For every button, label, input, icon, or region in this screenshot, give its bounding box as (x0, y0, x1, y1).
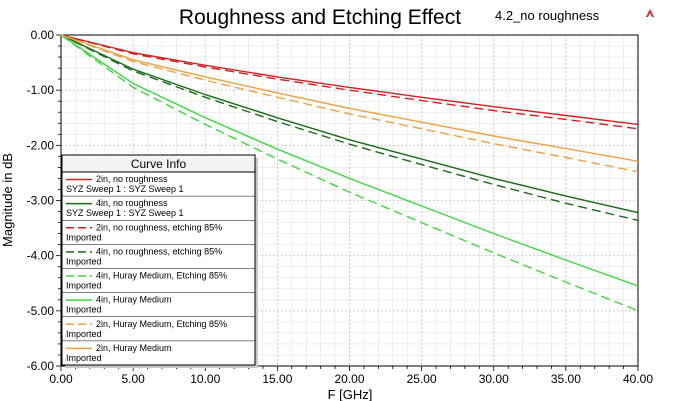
legend-series-source: Imported (66, 232, 102, 242)
series-line[interactable] (60, 34, 639, 222)
legend-box (61, 154, 256, 366)
chart-title: Roughness and Etching Effect (179, 6, 461, 29)
legend-series-name: 2in, Huray Medium (96, 343, 172, 353)
series-line[interactable] (60, 34, 639, 287)
x-axis-label: F [GHz] (328, 387, 373, 401)
legend-title: Curve Info (131, 157, 187, 171)
x-tick-label: 35.00 (551, 372, 581, 386)
x-tick-label: 30.00 (479, 372, 509, 386)
legend-series-source: Imported (66, 281, 102, 291)
x-tick-labels: 0.00 5.00 10.00 15.00 20.00 25.00 30.00 35.00 40… (49, 372, 653, 386)
x-tick-label: 5.00 (121, 372, 145, 386)
legend-series-source: SYZ Sweep 1 : SYZ Sweep 1 (66, 184, 184, 194)
project-label: 4.2_no roughness (495, 8, 600, 23)
series-line[interactable] (60, 34, 639, 126)
y-tick-label: 0.00 (31, 28, 55, 42)
y-axis-label: Magnitude in dB (0, 153, 15, 247)
y-tick-label: -1.00 (27, 83, 55, 97)
legend-series-source: Imported (66, 353, 102, 363)
legend-series-name: 4in, no roughness (96, 198, 168, 208)
x-tick-label: 25.00 (407, 372, 437, 386)
legend-series-name: 4in, no roughness, etching 85% (96, 246, 222, 256)
y-tick-label: -2.00 (27, 138, 55, 152)
series-lines (60, 34, 639, 312)
legend-series-source: Imported (66, 305, 102, 315)
series-line[interactable] (60, 34, 639, 173)
y-tick-labels: 0.00 -1.00 -2.00 -3.00 -4.00 -5.00 -6.00 (27, 28, 55, 373)
legend-entry[interactable]: 2in, Huray Medium, Etching 85%Imported (62, 319, 255, 342)
legend-series-name: 4in, Huray Medium (96, 295, 172, 305)
ansys-logo-icon (646, 9, 654, 17)
legend-entry[interactable]: 4in, no roughness, etching 85%Imported (62, 246, 255, 269)
x-tick-label: 10.00 (190, 372, 220, 386)
legend-series-name: 2in, no roughness, etching 85% (96, 222, 222, 232)
series-line[interactable] (60, 34, 639, 130)
y-tick-label: -5.00 (27, 304, 55, 318)
legend-series-name: 2in, Huray Medium, Etching 85% (96, 319, 227, 329)
legend-entry[interactable]: 2in, no roughness, etching 85%Imported (62, 222, 255, 245)
x-tick-label: 20.00 (334, 372, 364, 386)
legend-series-source: SYZ Sweep 1 : SYZ Sweep 1 (66, 208, 184, 218)
legend-series-name: 4in, Huray Medium, Etching 85% (96, 271, 227, 281)
x-tick-label: 0.00 (49, 372, 73, 386)
legend-series-name: 2in, no roughness (96, 174, 168, 184)
y-tick-label: -6.00 (27, 359, 55, 373)
x-tick-label: 15.00 (262, 372, 292, 386)
y-tick-label: -4.00 (27, 249, 55, 263)
series-line[interactable] (60, 34, 639, 162)
series-line[interactable] (60, 34, 639, 312)
x-tick-label: 40.00 (623, 372, 653, 386)
y-tick-label: -3.00 (27, 194, 55, 208)
series-line[interactable] (60, 34, 639, 214)
legend-series-source: Imported (66, 329, 102, 339)
legend-series-source: Imported (66, 256, 102, 266)
legend-entry[interactable]: 4in, Huray Medium, Etching 85%Imported (62, 271, 255, 293)
